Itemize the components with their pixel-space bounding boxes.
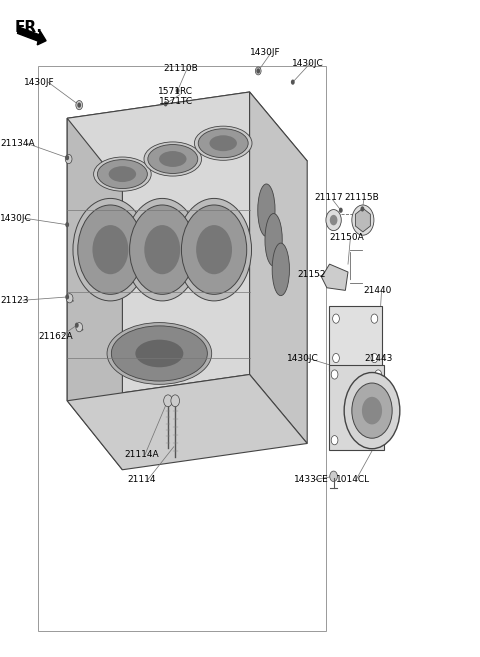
Bar (329, 365, 384, 450)
Circle shape (371, 353, 378, 363)
Bar (329, 306, 382, 371)
Circle shape (330, 471, 337, 482)
Polygon shape (67, 118, 122, 470)
Circle shape (171, 395, 180, 407)
Polygon shape (322, 264, 348, 290)
Ellipse shape (194, 126, 252, 160)
Text: 21114A: 21114A (125, 450, 159, 459)
Ellipse shape (135, 340, 183, 367)
Circle shape (73, 198, 148, 301)
Polygon shape (355, 208, 371, 232)
Circle shape (339, 208, 343, 213)
Circle shape (77, 102, 81, 108)
Circle shape (65, 155, 69, 160)
Circle shape (255, 67, 261, 75)
Ellipse shape (108, 166, 136, 182)
Text: 21443: 21443 (365, 353, 393, 363)
Circle shape (65, 222, 69, 227)
Circle shape (176, 88, 180, 93)
Ellipse shape (97, 160, 147, 189)
Circle shape (333, 353, 339, 363)
Circle shape (256, 68, 260, 74)
Text: 21115B: 21115B (345, 193, 379, 202)
Circle shape (144, 225, 180, 274)
Circle shape (125, 198, 200, 301)
Circle shape (164, 101, 168, 106)
Ellipse shape (272, 243, 289, 296)
Circle shape (352, 383, 392, 438)
Circle shape (360, 206, 364, 212)
Circle shape (93, 225, 128, 274)
Text: 21162A: 21162A (38, 332, 73, 341)
Circle shape (371, 314, 378, 323)
Circle shape (326, 210, 341, 231)
Text: 1430JC: 1430JC (287, 353, 319, 363)
Circle shape (177, 198, 252, 301)
FancyArrow shape (18, 27, 46, 45)
Circle shape (331, 370, 338, 379)
Ellipse shape (144, 142, 202, 176)
Circle shape (75, 323, 79, 328)
Text: 1433CE: 1433CE (294, 475, 328, 484)
Circle shape (65, 294, 69, 300)
Circle shape (76, 323, 83, 332)
Circle shape (375, 436, 382, 445)
Circle shape (375, 370, 382, 379)
Ellipse shape (148, 145, 198, 173)
Polygon shape (250, 92, 307, 443)
Circle shape (196, 225, 232, 274)
Text: 21152: 21152 (298, 270, 326, 279)
Polygon shape (67, 374, 307, 470)
Circle shape (181, 205, 247, 294)
Text: 1571RC
1571TC: 1571RC 1571TC (158, 87, 193, 106)
Text: 1430JF: 1430JF (24, 78, 55, 87)
Ellipse shape (198, 129, 248, 158)
Text: 21134A: 21134A (0, 139, 35, 148)
Circle shape (330, 215, 337, 225)
Circle shape (78, 205, 143, 294)
Circle shape (333, 314, 339, 323)
Text: 21150A: 21150A (329, 233, 364, 242)
Polygon shape (67, 92, 307, 187)
Ellipse shape (111, 326, 207, 381)
Ellipse shape (258, 184, 275, 237)
Text: 1430JC: 1430JC (292, 58, 324, 68)
Circle shape (344, 373, 400, 449)
Circle shape (291, 79, 295, 85)
Circle shape (76, 101, 83, 110)
Text: 21110B: 21110B (163, 64, 198, 73)
Ellipse shape (159, 151, 187, 167)
Text: 1014CL: 1014CL (336, 475, 370, 484)
Text: 1430JC: 1430JC (0, 214, 32, 223)
Text: 21123: 21123 (0, 296, 28, 305)
Text: 21114: 21114 (127, 475, 156, 484)
Ellipse shape (107, 323, 212, 384)
Polygon shape (67, 92, 250, 401)
Circle shape (352, 205, 374, 235)
Bar (38, 66, 326, 631)
Ellipse shape (209, 135, 237, 151)
Circle shape (164, 395, 172, 407)
Text: FR.: FR. (14, 20, 42, 35)
Circle shape (66, 294, 73, 303)
Text: 21117: 21117 (314, 193, 343, 202)
Ellipse shape (265, 214, 282, 266)
Circle shape (65, 154, 72, 164)
Circle shape (331, 436, 338, 445)
Text: 21440: 21440 (363, 286, 391, 295)
Ellipse shape (94, 157, 151, 191)
Circle shape (362, 397, 382, 424)
Text: 1430JF: 1430JF (250, 48, 280, 57)
Circle shape (130, 205, 195, 294)
